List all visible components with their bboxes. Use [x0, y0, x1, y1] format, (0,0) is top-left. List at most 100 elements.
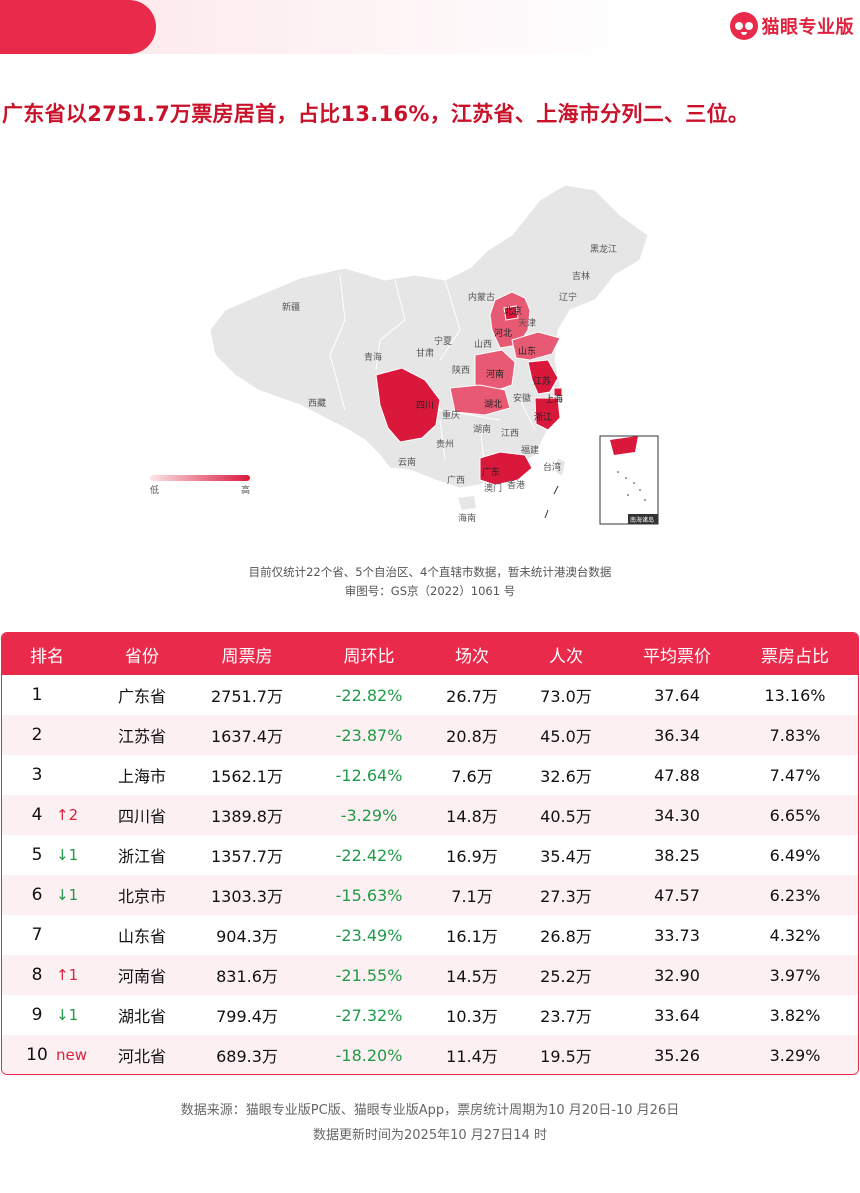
- map-label-zhejiang: 浙江: [534, 411, 552, 423]
- map-label-hainan: 海南: [458, 512, 476, 524]
- rank-change-down: ↓ 1: [56, 846, 78, 864]
- cell-admissions: 32.6万: [540, 767, 592, 786]
- cell-shows: 20.8万: [446, 727, 498, 746]
- rank-change-value: 1: [68, 886, 79, 904]
- cell-share: 7.47%: [769, 765, 821, 785]
- box-office-table: 排名 省份 周票房 周环比 场次 人次 平均票价 票房占比 1 广东省 2751.7…: [1, 632, 859, 1075]
- table-body: 1 广东省 2751.7万 -22.82% 26.7万 73.0万 37.64 13.16% 2…: [2, 675, 858, 1074]
- table-row: 5 ↓ 1 浙江省 1357.7万 -22.42% 16.9万 35.4万 38.25 6.49%: [2, 835, 858, 875]
- cell-avg-price: 36.34: [654, 725, 700, 745]
- cell-shows: 14.5万: [446, 967, 498, 986]
- cell-rank: 5 ↓ 1: [2, 845, 96, 865]
- cell-admissions: 45.0万: [540, 727, 592, 746]
- header-week-over-week: 周环比: [343, 646, 395, 667]
- table-row: 8 ↑ 1 河南省 831.6万 -21.55% 14.5万 25.2万 32.90 3.97%: [2, 955, 858, 995]
- rank-change-value: 2: [68, 806, 79, 824]
- cell-share: 6.65%: [769, 805, 821, 825]
- map-label-guizhou: 贵州: [436, 438, 454, 450]
- cell-avg-price: 32.90: [654, 965, 700, 985]
- region-guangdong: [479, 451, 533, 486]
- cell-rank: 8 ↑ 1: [2, 965, 96, 985]
- map-label-jiangsu: 江苏: [533, 375, 551, 387]
- cell-admissions: 73.0万: [540, 687, 592, 706]
- region-shandong: [511, 331, 561, 361]
- cell-rank: 4 ↑ 2: [2, 805, 96, 825]
- map-caption-approval-number: 审图号：GS京（2022）1061 号: [344, 584, 516, 598]
- rank-change-down: ↓ 1: [56, 886, 78, 904]
- map-label-neimenggu: 内蒙古: [468, 291, 495, 303]
- legend-high-label: 高: [241, 484, 250, 496]
- rank-change-down: ↓ 1: [56, 1006, 78, 1024]
- brand: 猫眼专业版: [729, 12, 855, 40]
- map-label-jiangxi: 江西: [501, 428, 519, 439]
- cell-admissions: 40.5万: [540, 807, 592, 826]
- cell-avg-price: 34.30: [654, 805, 700, 825]
- map-label-sichuan: 四川: [416, 401, 434, 411]
- map-label-fujian: 福建: [521, 444, 539, 456]
- cell-shows: 14.8万: [446, 807, 498, 826]
- rank-change-value: 1: [68, 1006, 79, 1024]
- cell-week-over-week: -22.42%: [335, 845, 403, 865]
- table-row: 10 new 河北省 689.3万 -18.20% 11.4万 19.5万 35.26 3.29…: [2, 1035, 858, 1074]
- headline: 广东省以2751.7万票房居首，占比13.16%，江苏省、上海市分列二、三位。: [2, 102, 750, 126]
- map-label-yunnan: 云南: [398, 456, 416, 468]
- cell-week-over-week: -18.20%: [335, 1045, 403, 1065]
- map-label-aomen: 澳门: [484, 482, 502, 494]
- map-label-henan: 河南: [486, 368, 504, 380]
- cell-shows: 16.9万: [446, 847, 498, 866]
- rank-number: 9: [31, 1005, 43, 1025]
- cell-shows: 16.1万: [446, 927, 498, 946]
- rank-number: 1: [31, 685, 43, 705]
- cell-avg-price: 47.57: [654, 885, 700, 905]
- rank-change-value: 1: [68, 966, 79, 984]
- cell-share: 7.83%: [769, 725, 821, 745]
- footer-data-source: 数据来源：猫眼专业版PC版、猫眼专业版App，票房统计周期为10 月20日-10…: [180, 1103, 680, 1118]
- region-shanghai: [553, 387, 563, 397]
- cell-weekly-gross: 831.6万: [216, 967, 278, 986]
- cell-weekly-gross: 2751.7万: [211, 687, 283, 706]
- region-beijing: [503, 305, 519, 321]
- header-shows: 场次: [455, 646, 489, 667]
- rank-number: 7: [31, 925, 43, 945]
- cell-province: 广东省: [117, 687, 166, 706]
- cell-province: 上海市: [117, 767, 166, 786]
- map-landmass: [209, 184, 649, 489]
- cell-share: 6.23%: [769, 885, 821, 905]
- map-label-shandong: 山东: [518, 345, 536, 357]
- map-label-tianjin: 天津: [518, 318, 536, 329]
- map-label-hebei: 河北: [494, 327, 512, 339]
- region-zhejiang: [534, 397, 561, 431]
- header-weekly-gross: 周票房: [221, 646, 273, 667]
- cell-admissions: 26.8万: [540, 927, 592, 946]
- cell-shows: 11.4万: [446, 1047, 498, 1066]
- china-map: 黑龙江 吉林 辽宁 内蒙古 新疆 西藏 青海 甘肃 宁夏 陕西 山西 北京 天津…: [140, 180, 680, 530]
- map-label-gansu: 甘肃: [416, 347, 434, 359]
- top-banner: 猫眼专业版: [0, 0, 860, 54]
- cell-admissions: 25.2万: [540, 967, 592, 986]
- cell-week-over-week: -23.87%: [335, 725, 403, 745]
- cell-share: 4.32%: [769, 925, 821, 945]
- cell-rank: 9 ↓ 1: [2, 1005, 96, 1025]
- map-label-xizang: 西藏: [308, 397, 326, 409]
- cell-weekly-gross: 904.3万: [216, 927, 278, 946]
- rank-change-new: new: [56, 1046, 88, 1064]
- cell-week-over-week: -3.29%: [340, 805, 398, 825]
- legend-gradient-bar: [150, 475, 250, 481]
- footer-update-time: 数据更新时间为2025年10 月27日14 时: [313, 1128, 547, 1143]
- header-rank: 排名: [30, 646, 64, 667]
- cell-province: 山东省: [117, 927, 166, 946]
- rank-number: 2: [31, 725, 43, 745]
- south-sea-label: 南海诸岛: [630, 516, 654, 524]
- cell-province: 浙江省: [117, 847, 166, 866]
- map-label-hubei: 湖北: [484, 399, 502, 410]
- table-row: 9 ↓ 1 湖北省 799.4万 -27.32% 10.3万 23.7万 33.64 3.82%: [2, 995, 858, 1035]
- header-avg-price: 平均票价: [643, 646, 711, 667]
- map-label-chongqing: 重庆: [442, 409, 460, 421]
- cell-share: 3.82%: [769, 1005, 821, 1025]
- rank-change-value: 1: [68, 846, 79, 864]
- map-label-guangdong: 广东: [482, 466, 500, 478]
- rank-number: 3: [31, 765, 43, 785]
- rank-change-up: ↑ 1: [56, 966, 78, 984]
- cell-week-over-week: -15.63%: [335, 885, 403, 905]
- rank-number: 6: [31, 885, 43, 905]
